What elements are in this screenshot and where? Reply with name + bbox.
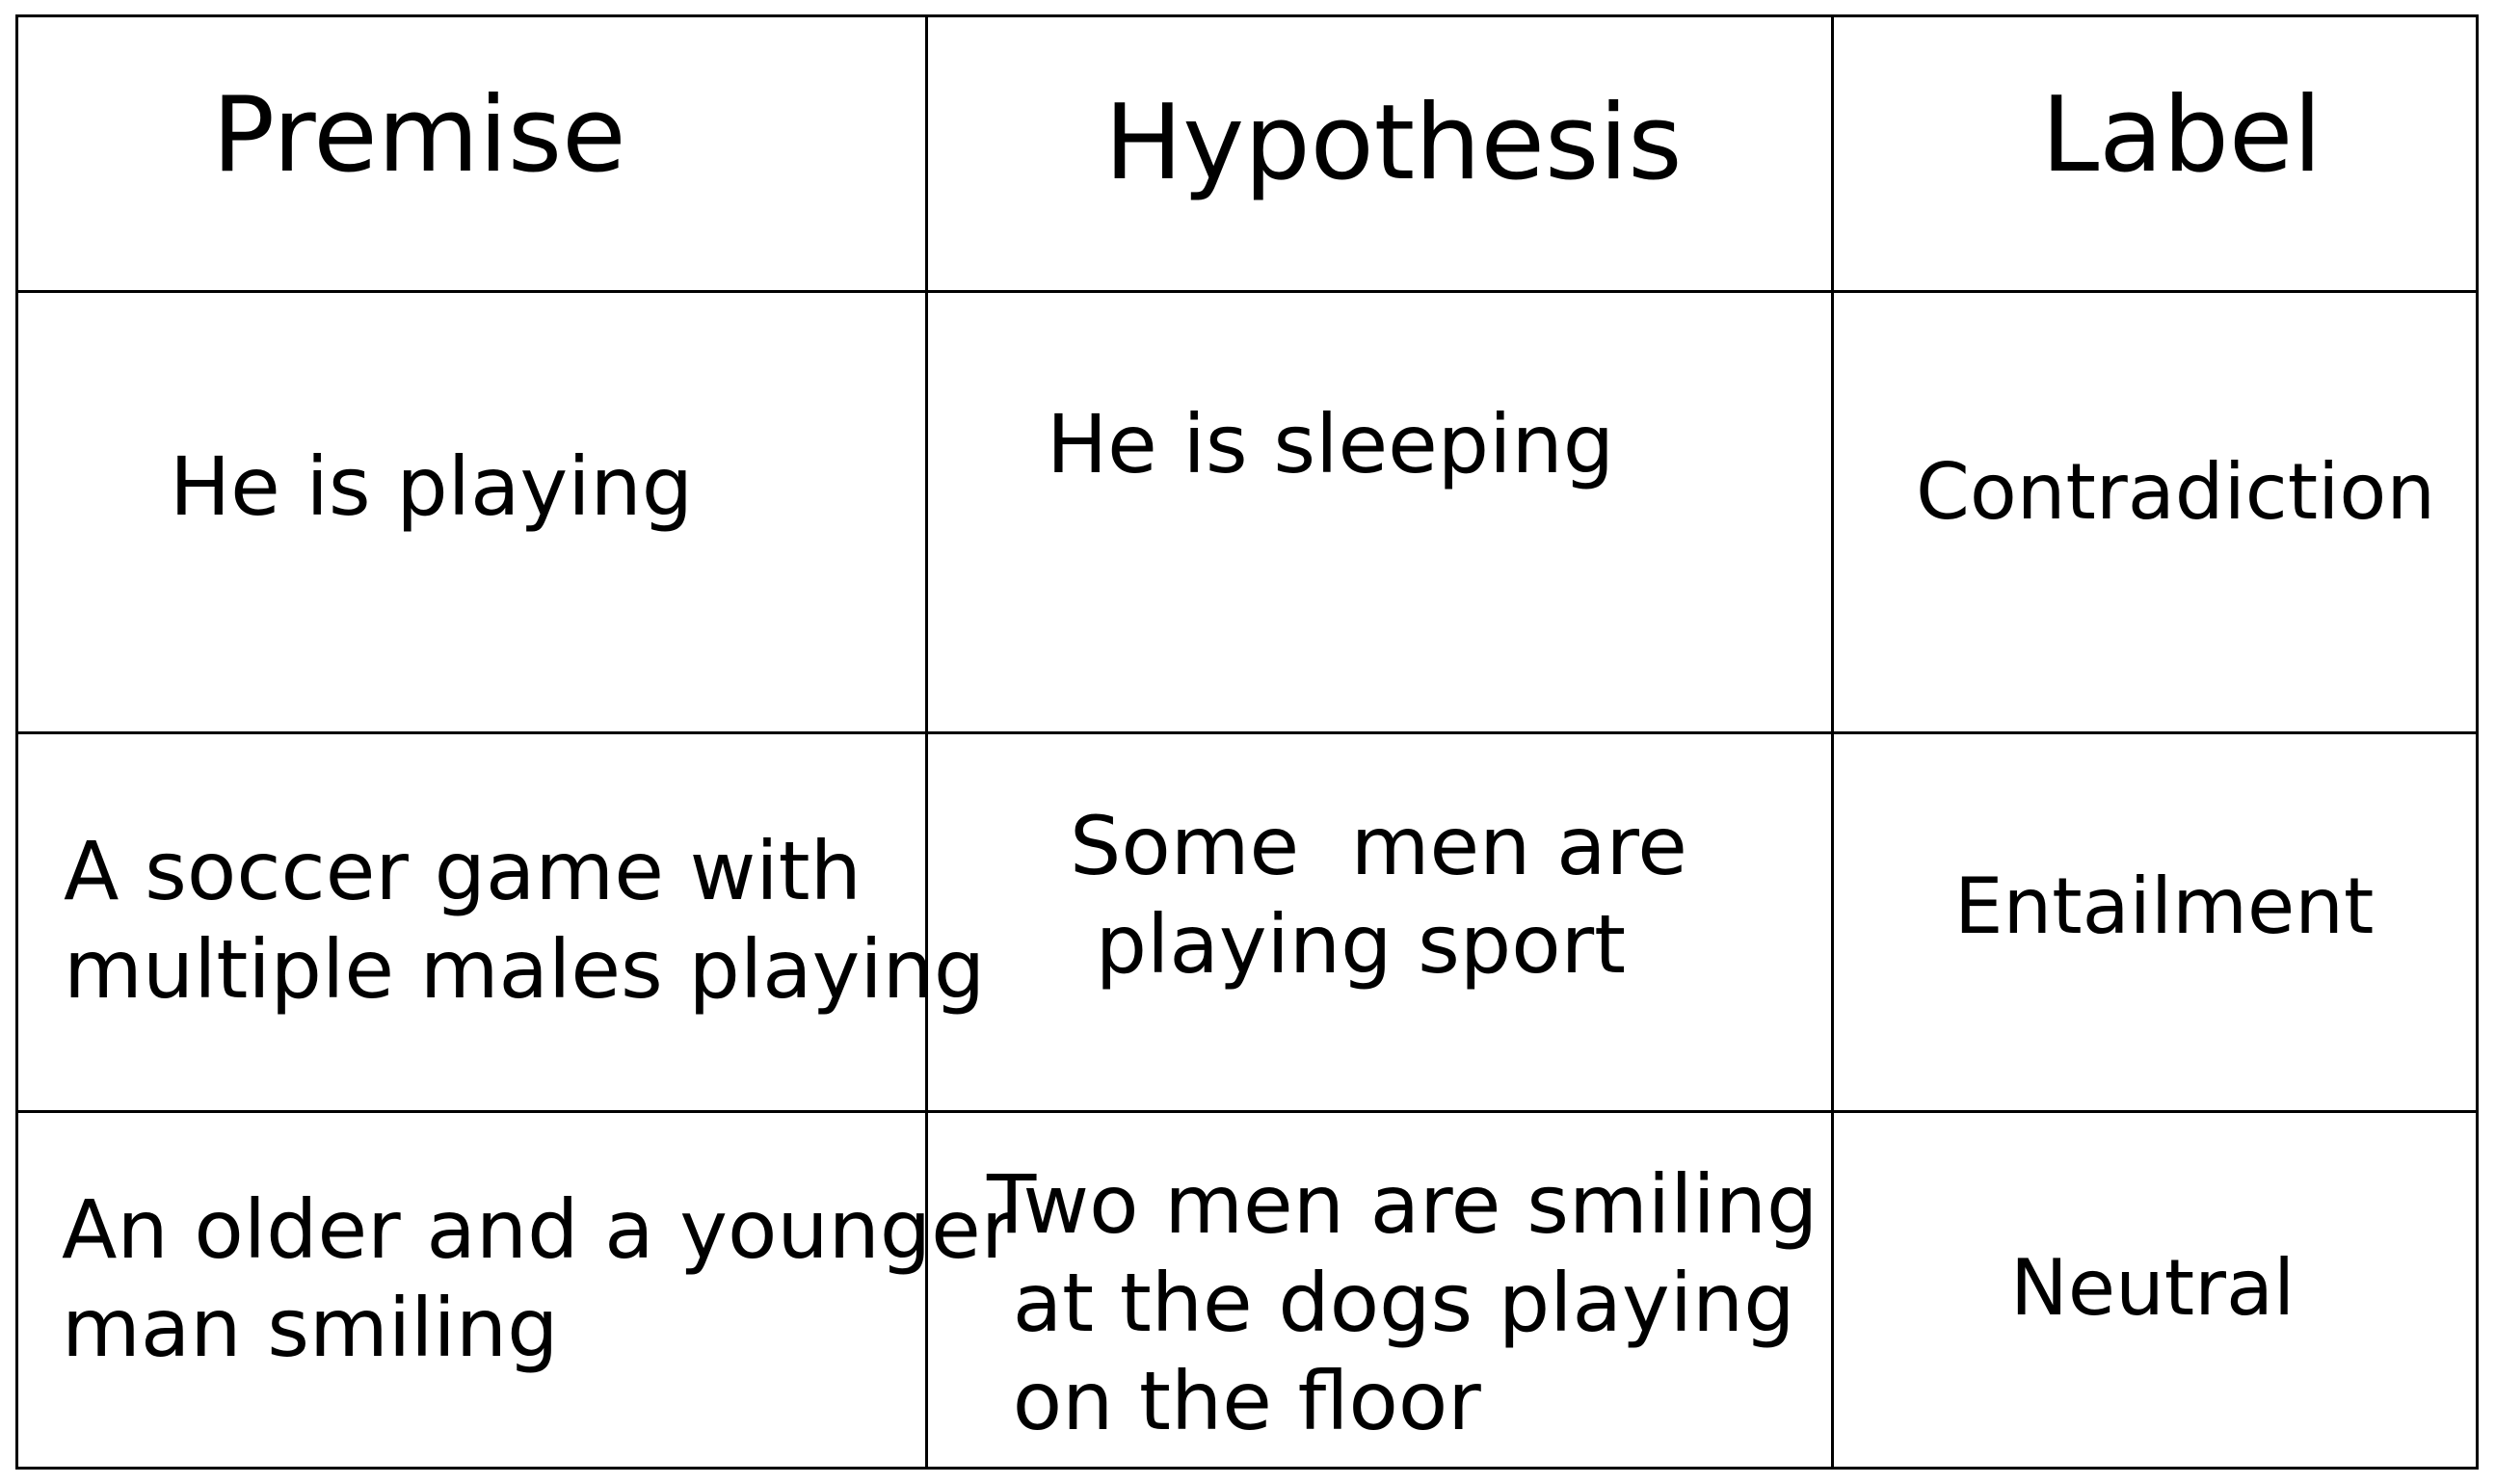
header-premise: Premise <box>212 75 626 196</box>
row-divider <box>15 1110 2479 1113</box>
row-divider <box>15 290 2479 293</box>
row2-label: Entailment <box>1954 861 2375 951</box>
header-label: Label <box>2041 75 2322 196</box>
row-divider <box>15 731 2479 734</box>
column-divider <box>925 14 928 1470</box>
row3-label: Neutral <box>2010 1243 2296 1333</box>
row2-hypothesis: Some men are playing sport <box>1070 799 1687 992</box>
column-divider <box>1831 14 1834 1470</box>
row1-label: Contradiction <box>1916 447 2436 537</box>
row3-premise: An older and a younger man smiling <box>62 1182 1015 1375</box>
row2-premise: A soccer game with multiple males playin… <box>64 824 986 1017</box>
nli-table: Premise Hypothesis Label He is playing H… <box>15 14 2479 1470</box>
row1-premise: He is playing <box>170 439 694 534</box>
row1-hypothesis: He is sleeping <box>1047 397 1615 491</box>
table-border <box>15 14 2479 1470</box>
row3-hypothesis: Two men are smiling at the dogs playing … <box>987 1157 1818 1448</box>
header-hypothesis: Hypothesis <box>1104 83 1683 203</box>
